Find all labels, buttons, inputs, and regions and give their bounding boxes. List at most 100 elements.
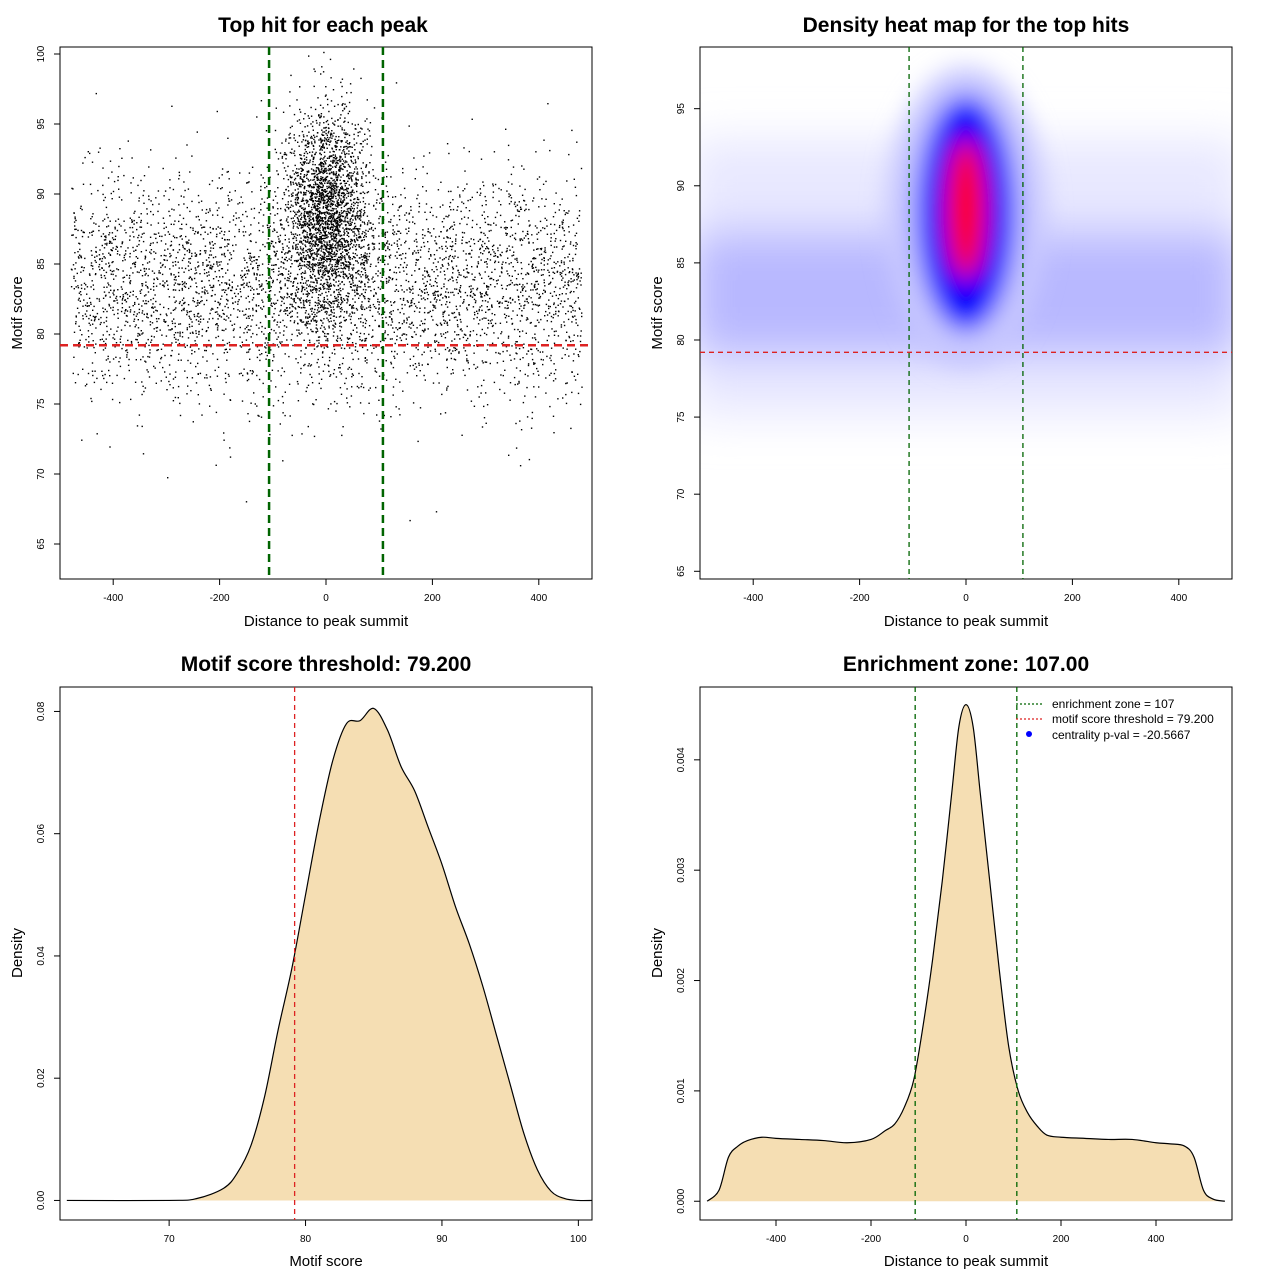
scatter-point <box>403 313 405 315</box>
scatter-point <box>209 226 211 229</box>
scatter-point <box>326 212 328 215</box>
scatter-point <box>359 332 362 335</box>
scatter-point <box>258 222 260 224</box>
scatter-point <box>560 261 563 264</box>
scatter-point <box>330 199 332 202</box>
scatter-point <box>405 322 408 324</box>
scatter-point <box>344 241 346 243</box>
scatter-point <box>427 312 429 314</box>
scatter-point <box>473 279 476 281</box>
scatter-point <box>139 290 141 292</box>
scatter-point <box>439 322 442 324</box>
scatter-point <box>284 284 286 287</box>
scatter-point <box>89 274 91 276</box>
scatter-point <box>365 233 367 235</box>
scatter-point <box>311 296 313 298</box>
scatter-point <box>259 286 261 288</box>
scatter-point <box>295 295 297 298</box>
scatter-point <box>410 289 412 291</box>
scatter-point <box>320 378 323 380</box>
scatter-point <box>392 229 394 231</box>
scatter-point <box>198 302 201 304</box>
scatter-point <box>247 181 249 184</box>
scatter-point <box>320 276 323 278</box>
scatter-point <box>489 259 492 261</box>
scatter-point <box>432 319 434 321</box>
scatter-point <box>123 220 125 222</box>
scatter-point <box>579 403 582 406</box>
scatter-point <box>317 311 320 313</box>
scatter-point <box>506 233 508 235</box>
scatter-point <box>534 303 536 306</box>
scatter-point <box>276 278 278 281</box>
scatter-point <box>133 223 135 225</box>
scatter-point <box>113 180 116 183</box>
scatter-point <box>349 83 352 85</box>
scatter-point <box>480 296 482 298</box>
scatter-point <box>362 262 365 264</box>
scatter-point <box>531 265 533 268</box>
scatter-point <box>570 281 572 283</box>
scatter-point <box>82 368 84 370</box>
scatter-point <box>329 201 331 203</box>
scatter-point <box>327 302 329 305</box>
scatter-point <box>392 277 394 280</box>
scatter-point <box>562 397 564 399</box>
scatter-point <box>454 331 456 333</box>
scatter-point <box>328 223 330 226</box>
scatter-point <box>447 190 450 193</box>
scatter-point <box>246 182 248 184</box>
scatter-point <box>152 213 154 216</box>
scatter-point <box>438 235 440 238</box>
scatter-point <box>505 288 507 290</box>
scatter-point <box>480 158 483 160</box>
scatter-point <box>331 187 333 190</box>
scatter-point <box>197 320 200 322</box>
scatter-point <box>394 266 397 268</box>
scatter-point <box>245 210 247 213</box>
scatter-point <box>284 253 286 255</box>
scatter-point <box>326 270 328 273</box>
scatter-point <box>310 179 312 181</box>
scatter-point <box>322 322 324 324</box>
scatter-point <box>290 259 292 261</box>
scatter-point <box>125 350 127 352</box>
scatter-point <box>171 328 173 330</box>
scatter-point <box>282 298 285 300</box>
scatter-point <box>394 342 396 345</box>
scatter-point <box>224 282 226 284</box>
scatter-point <box>501 302 503 304</box>
scatter-point <box>188 261 190 263</box>
scatter-point <box>328 270 330 272</box>
scatter-point <box>301 332 303 334</box>
scatter-point <box>473 345 475 347</box>
scatter-point <box>263 333 265 335</box>
scatter-point <box>305 287 308 289</box>
scatter-point <box>532 267 535 269</box>
scatter-point <box>129 274 131 277</box>
scatter-point <box>188 287 190 290</box>
scatter-point <box>252 314 254 317</box>
scatter-point <box>320 176 322 178</box>
scatter-point <box>396 245 399 247</box>
scatter-point <box>277 208 279 210</box>
scatter-point <box>125 250 127 252</box>
scatter-point <box>133 320 135 322</box>
scatter-point <box>108 284 110 286</box>
scatter-point <box>89 152 91 155</box>
scatter-point <box>411 274 413 276</box>
scatter-point <box>205 346 208 348</box>
scatter-point <box>546 320 548 322</box>
scatter-point <box>350 322 352 324</box>
scatter-point <box>324 211 326 214</box>
scatter-point <box>288 250 290 252</box>
scatter-point <box>149 352 151 354</box>
scatter-point <box>449 201 452 204</box>
scatter-point <box>346 234 348 236</box>
scatter-point <box>142 385 144 387</box>
scatter-point <box>510 197 513 199</box>
scatter-point <box>320 181 323 184</box>
scatter-point <box>570 290 572 293</box>
scatter-point <box>328 325 330 327</box>
scatter-point <box>339 371 341 373</box>
